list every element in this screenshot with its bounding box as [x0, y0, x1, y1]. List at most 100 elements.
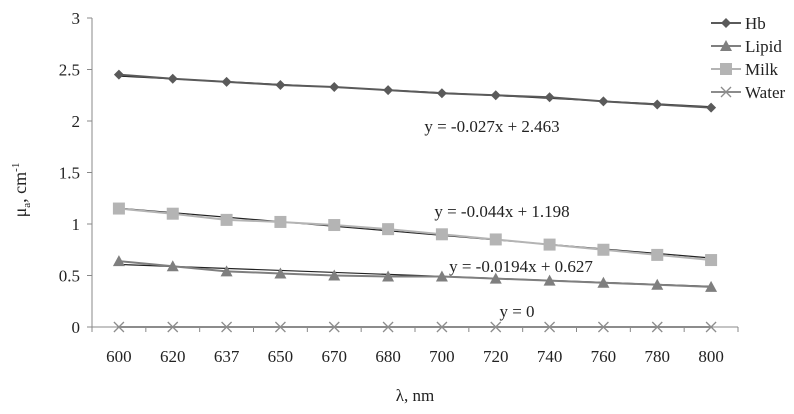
data-point-water	[382, 321, 394, 333]
data-point-water-stroke	[221, 321, 233, 333]
legend: Hb Lipid Milk Water	[711, 14, 785, 102]
x-tick-label: 800	[698, 347, 724, 366]
data-point-hb	[221, 76, 232, 87]
data-point-water	[436, 321, 448, 333]
y-tick-label: 2.5	[59, 61, 80, 80]
data-point-water	[490, 321, 502, 333]
data-point-water-stroke	[544, 321, 556, 333]
data-point-lipid	[166, 260, 179, 272]
x-tick-label: 700	[429, 347, 455, 366]
legend-marker-lipid	[720, 40, 732, 51]
y-tick-label: 2	[72, 112, 81, 131]
data-point-water-stroke	[597, 321, 609, 333]
data-point-lipid	[435, 270, 448, 282]
data-point-milk	[166, 207, 179, 220]
series-milk	[112, 202, 718, 267]
data-point-lipid	[543, 274, 556, 286]
data-point-water-stroke	[328, 321, 340, 333]
data-point-lipid	[489, 272, 502, 284]
data-point-milk	[274, 215, 287, 228]
x-tick-label: 600	[106, 347, 132, 366]
legend-marker-milk	[720, 63, 732, 75]
y-axis-label: μa, cm-1	[10, 163, 33, 218]
data-point-milk	[597, 243, 610, 256]
y-axis-label-subscript: a	[21, 203, 33, 208]
series-line-lipid	[118, 260, 712, 288]
series-line-hb	[118, 73, 712, 109]
data-point-hb	[652, 99, 663, 110]
data-point-hb	[113, 69, 124, 80]
data-point-lipid	[274, 267, 287, 279]
y-tick-label: 0.5	[59, 267, 80, 286]
data-point-hb	[383, 85, 394, 96]
y-tick-label: 1	[72, 215, 81, 234]
x-tick-label: 670	[322, 347, 348, 366]
legend-marker-water	[720, 86, 732, 98]
series	[112, 69, 718, 333]
trendline-label-lipid: y = -0.0194x + 0.627	[449, 257, 593, 276]
trendline-label-hb: y = -0.027x + 2.463	[424, 117, 559, 136]
legend-label: Milk	[745, 60, 779, 79]
data-point-hb	[706, 102, 717, 113]
x-tick-label: 740	[537, 347, 563, 366]
data-point-water	[705, 321, 717, 333]
data-point-milk	[328, 219, 341, 232]
trendline-label-milk: y = -0.044x + 1.198	[434, 202, 569, 221]
y-axis-label-main: μ	[10, 208, 30, 218]
trendline-labels: y = -0.027x + 2.463 y = -0.044x + 1.198 y …	[424, 117, 593, 321]
data-point-water	[651, 321, 663, 333]
data-point-water	[221, 321, 233, 333]
legend-item-hb: Hb	[711, 14, 766, 33]
data-point-water-stroke	[490, 321, 502, 333]
legend-label: Hb	[745, 14, 766, 33]
data-point-milk	[651, 248, 664, 261]
data-point-milk	[489, 233, 502, 246]
x-tick-label: 760	[591, 347, 617, 366]
data-point-hb	[329, 82, 340, 93]
x-tick-label: 780	[645, 347, 671, 366]
x-tick-label: 720	[483, 347, 509, 366]
x-axis-label: λ, nm	[396, 386, 434, 405]
data-point-lipid	[382, 270, 395, 282]
x-tick-label: 637	[214, 347, 240, 366]
data-point-water-stroke	[113, 321, 125, 333]
data-point-milk	[543, 238, 556, 251]
x-tick-label: 650	[268, 347, 294, 366]
legend-item-lipid: Lipid	[711, 37, 782, 56]
data-point-milk	[112, 202, 125, 215]
data-point-lipid	[328, 269, 341, 281]
data-point-lipid	[651, 278, 664, 290]
data-point-water	[274, 321, 286, 333]
data-point-water-stroke	[651, 321, 663, 333]
data-point-hb	[436, 88, 447, 99]
data-point-water-stroke	[436, 321, 448, 333]
data-point-water-stroke	[382, 321, 394, 333]
trendline-label-water: y = 0	[499, 302, 534, 321]
series-hb	[113, 69, 717, 113]
data-point-hb	[275, 79, 286, 90]
y-axis-label-superscript: -1	[10, 163, 22, 172]
data-point-milk	[435, 228, 448, 241]
data-point-water-stroke	[705, 321, 717, 333]
data-point-hb	[490, 90, 501, 101]
data-point-water	[544, 321, 556, 333]
data-point-hb	[598, 96, 609, 107]
trendline-milk	[118, 207, 712, 259]
data-point-hb	[544, 92, 555, 103]
trendlines	[118, 75, 712, 328]
y-tick-label: 3	[72, 9, 81, 28]
series-lipid	[112, 255, 718, 292]
data-point-water-stroke	[167, 321, 179, 333]
series-line-milk	[118, 207, 712, 262]
legend-item-water: Water	[711, 83, 785, 102]
data-point-water	[113, 321, 125, 333]
data-point-lipid	[597, 276, 610, 288]
y-axis-label-unit: , cm	[10, 172, 30, 203]
data-point-lipid	[112, 255, 125, 267]
data-point-lipid	[220, 265, 233, 277]
legend-label: Water	[745, 83, 785, 102]
legend-marker-hb	[721, 18, 731, 28]
axes: 0 0.5 1 1.5 2 2.5 3 600 620 637 650 670 680 700 720 740…	[59, 9, 739, 366]
